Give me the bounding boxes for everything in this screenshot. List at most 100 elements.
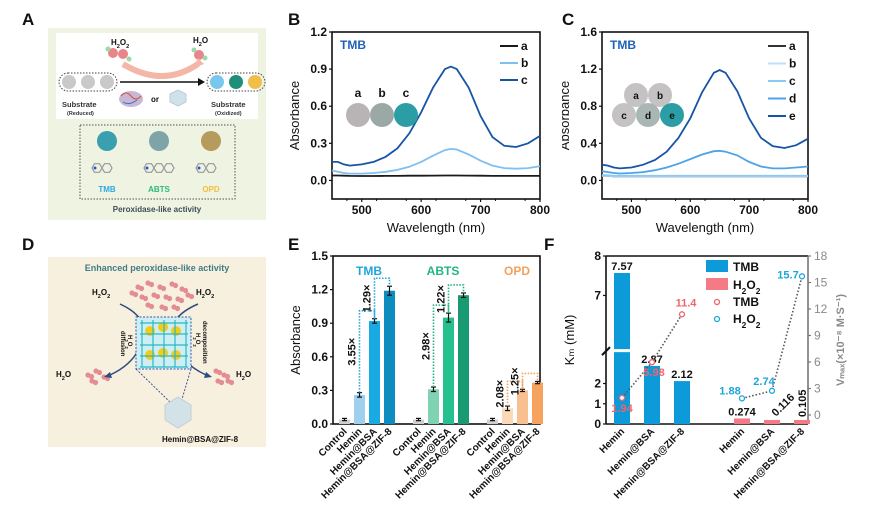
inset-solution-circle (394, 103, 418, 127)
h2o2-molecule-dot (216, 369, 223, 376)
category-label: Hemin (598, 426, 627, 455)
right-y-tick-label: 0 (814, 408, 821, 422)
diffusion-label-1: H2O2 (125, 335, 133, 349)
ratio-label: 1.25× (510, 367, 522, 395)
h2o2-label: H2O2 (111, 38, 129, 50)
molecule-ring-icon (101, 163, 113, 173)
y-tick-label: 0.6 (311, 350, 328, 364)
substrate-name-label: ABTS (148, 185, 170, 194)
legend-label-b: b (789, 57, 796, 71)
oxidized-substrate-dot (248, 75, 262, 89)
bar (443, 317, 454, 424)
vmax-tmb-point (618, 394, 626, 402)
chart-e-bar: 0.00.30.60.91.21.5AbsorbanceTMBControlHe… (290, 249, 543, 501)
h2o2-molecule-dot (178, 297, 185, 304)
km-h2o2-bar (734, 418, 750, 424)
ratio-label: 2.98× (421, 332, 433, 360)
y-axis-label-right: Vₘₐₓ(×10⁻⁸ M·S⁻¹) (835, 294, 847, 386)
reduced-sublabel: (Reduced) (67, 111, 94, 117)
material-label: Hemin@BSA@ZIF-8 (162, 435, 239, 444)
legend-label-h2o2-point: H2O2 (733, 312, 761, 330)
y-tick-label: 0.8 (580, 99, 597, 113)
zinc-node-icon (158, 322, 168, 332)
h2o2-molecule-dot (96, 369, 103, 376)
h2o2-molecule-dot (142, 295, 149, 302)
series-line-c (601, 174, 808, 177)
bar (369, 320, 380, 424)
peroxidase-activity-caption: Peroxidase-like activity (113, 205, 202, 214)
bar (413, 419, 424, 424)
right-y-tick-label: 18 (814, 249, 828, 263)
molecule-ring-icon (195, 163, 207, 173)
category-label: Hemin (718, 426, 747, 455)
panel-label-a: A (22, 10, 35, 29)
hemin-bsa-zif8-crystal-icon (164, 396, 192, 429)
chart-c-uv-vis: 500 600 700 800 0.0 0.4 0.8 1.2 1.6 Wavelength (n… (562, 25, 818, 235)
panel-label-e: E (288, 235, 300, 254)
vmax-tmb-point (678, 311, 686, 318)
right-y-tick-label: 6 (814, 355, 821, 369)
series-line-b (331, 147, 541, 175)
km-h2o2-bar (794, 420, 810, 424)
legend-label-b: b (521, 56, 528, 70)
inset-vial-label: b (378, 86, 385, 100)
h2o2-molecule-dot (172, 282, 179, 289)
inset-solution-circle (612, 103, 636, 127)
km-tmb-value-label: 7.57 (611, 261, 632, 273)
y-tick-label: 0.0 (580, 173, 597, 187)
vmax-h2o2-value-label: 2.74 (753, 376, 775, 388)
y-tick-label: 1.2 (310, 25, 327, 39)
molecule-ring-icon (153, 163, 165, 173)
legend-swatch-tmb-bar (706, 260, 728, 272)
substrate-name-label: OPD (202, 185, 220, 194)
h2o2-molecule-dot (174, 305, 181, 312)
reduced-substrate-dot (81, 75, 95, 89)
legend-label-a: a (789, 39, 796, 53)
inset-vial-label: a (633, 91, 639, 102)
x-tick-label: 800 (798, 203, 818, 217)
bar (458, 295, 469, 424)
legend-label-e: e (789, 109, 796, 123)
x-tick-label: 800 (530, 203, 550, 217)
y-axis-label: Absorbance (290, 305, 303, 374)
molecule-ring-icon (91, 163, 103, 173)
reduced-substrate-group (58, 72, 118, 92)
h2o2-molecule-dot (132, 291, 139, 298)
reduced-substrate-dot (62, 75, 76, 89)
legend-label-tmb-point: TMB (733, 295, 759, 309)
nitrogen-atom-icon (145, 166, 149, 170)
h2o2-molecule-dot (154, 293, 161, 300)
zinc-node-icon (171, 350, 181, 360)
y-tick-label: 0 (594, 417, 601, 431)
substrate-oxidized-label: Substrate (211, 100, 246, 109)
y-tick-label: 0.6 (310, 99, 327, 113)
or-label: or (151, 95, 159, 104)
legend-label-c: c (789, 74, 796, 88)
panel-d-schematic: Enhanced peroxidase-like activity H2O2 H… (48, 257, 266, 447)
group-label-abts: ABTS (427, 264, 460, 278)
y-axis-label: Absorbance (290, 81, 302, 150)
legend-swatch-h2o2-bar (706, 278, 728, 290)
inset-vial-label: c (403, 86, 410, 100)
h2o2-molecule-dot (182, 287, 189, 294)
h2o-left-label: H2O (56, 370, 71, 382)
legend-label-d: d (789, 92, 796, 106)
oxidized-sublabel: (Oxidized) (215, 111, 242, 117)
y-tick-label: 0.0 (310, 173, 327, 187)
panel-label-f: F (544, 235, 555, 254)
vmax-tmb-value-label: 5.98 (643, 367, 664, 379)
h2o2-molecules-cluster-icon (85, 280, 235, 386)
panel-label-c: C (562, 10, 575, 29)
decomposition-arrowhead-icon (204, 372, 212, 378)
h2o2-molecule-dot (218, 379, 225, 386)
km-h2o2-value-label: 0.274 (728, 406, 756, 418)
h2o2-molecule-dot (88, 373, 95, 380)
legend-marker-tmb-point (713, 298, 721, 306)
km-tmb-bar (614, 272, 630, 424)
oxidized-substrate-dot (229, 75, 243, 89)
h2o2-molecule-dot (92, 379, 99, 386)
bar (502, 408, 513, 424)
h2o2-molecule-dot (188, 293, 195, 300)
substrate-molecule-icon (195, 163, 217, 173)
